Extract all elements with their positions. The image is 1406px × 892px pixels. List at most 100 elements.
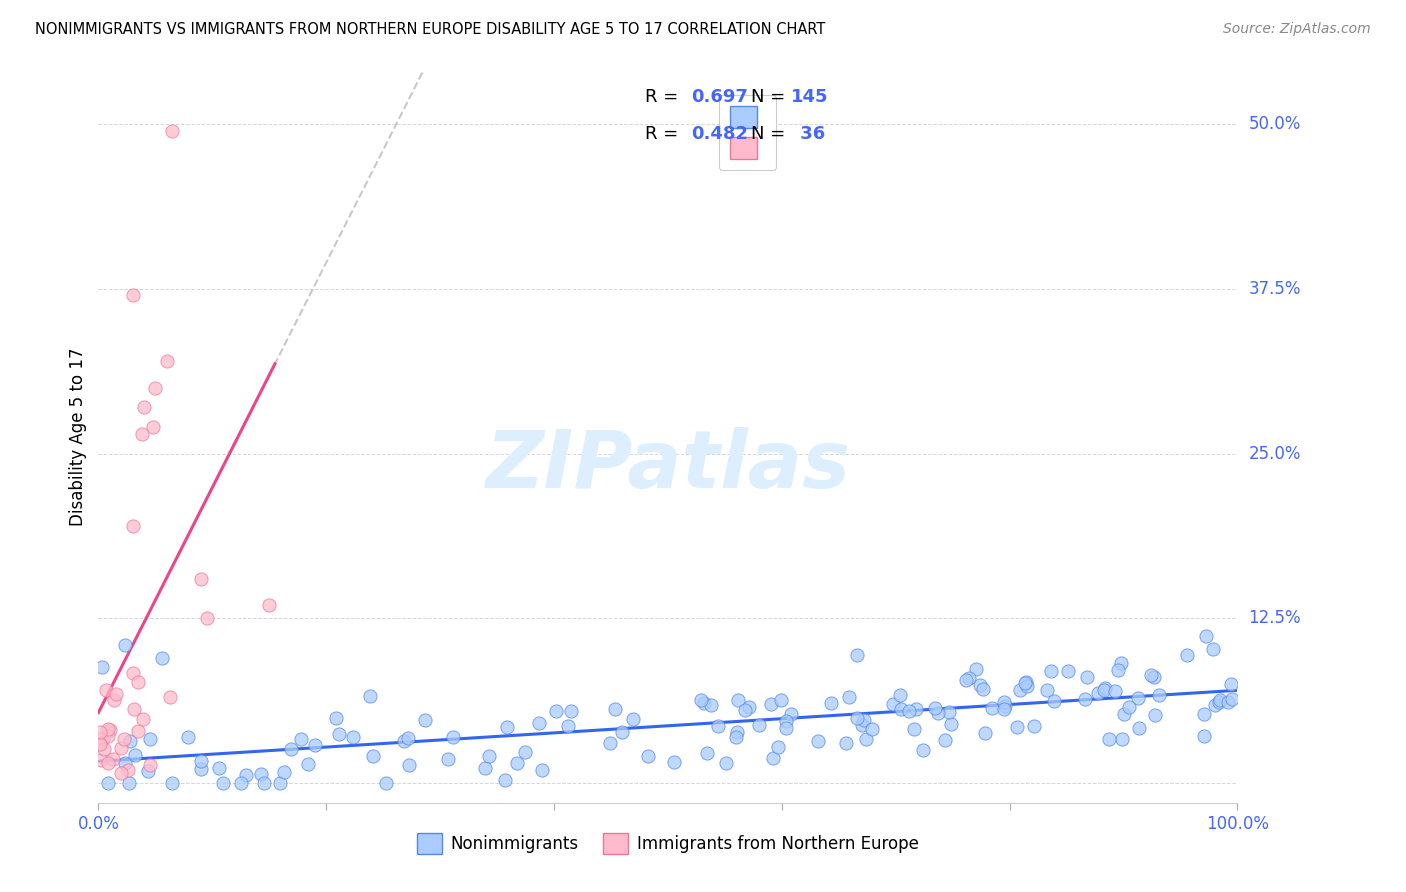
Point	[110, 765, 132, 780]
Point	[1140, 668, 1163, 682]
Text: R =: R =	[645, 125, 685, 143]
Point	[972, 682, 994, 697]
Point	[1111, 732, 1133, 747]
Point	[156, 354, 179, 368]
Point	[890, 702, 912, 716]
Point	[269, 776, 291, 790]
Point	[280, 742, 302, 756]
Point	[527, 716, 550, 731]
Point	[941, 717, 963, 731]
Text: ZIPatlas: ZIPatlas	[485, 427, 851, 506]
Point	[993, 695, 1015, 709]
Text: 50.0%: 50.0%	[1249, 115, 1301, 133]
Point	[478, 748, 501, 763]
Point	[1114, 707, 1136, 722]
Point	[957, 671, 980, 685]
Point	[938, 705, 960, 719]
Point	[190, 572, 212, 586]
Point	[1017, 679, 1039, 693]
Point	[993, 702, 1015, 716]
Point	[98, 723, 121, 737]
Point	[993, 699, 1015, 714]
Point	[599, 736, 621, 750]
Point	[903, 723, 925, 737]
Point	[328, 726, 350, 740]
Point	[413, 713, 436, 727]
Point	[969, 678, 991, 692]
Point	[924, 701, 946, 715]
Point	[780, 707, 803, 722]
Point	[297, 757, 319, 772]
Point	[398, 757, 420, 772]
Point	[605, 701, 627, 715]
Point	[474, 761, 496, 775]
Point	[724, 730, 747, 744]
Point	[212, 775, 235, 789]
Point	[693, 696, 716, 710]
Point	[118, 734, 141, 748]
Point	[738, 699, 761, 714]
Point	[136, 764, 159, 778]
Point	[1194, 707, 1216, 722]
Point	[851, 717, 873, 731]
Point	[1144, 708, 1167, 723]
Point	[1175, 648, 1198, 663]
Text: 36: 36	[794, 125, 825, 143]
Point	[806, 733, 828, 747]
Point	[132, 401, 155, 415]
Point	[845, 711, 868, 725]
Text: R =: R =	[645, 88, 685, 106]
Point	[1056, 664, 1078, 678]
Point	[1094, 681, 1116, 695]
Point	[114, 638, 136, 652]
Point	[392, 733, 415, 747]
Point	[707, 719, 730, 733]
Point	[1043, 693, 1066, 707]
Point	[195, 611, 218, 625]
Point	[159, 690, 181, 705]
Point	[375, 776, 398, 790]
Point	[121, 288, 143, 302]
Point	[89, 737, 111, 751]
Point	[104, 687, 127, 701]
Point	[762, 751, 785, 765]
Point	[1007, 719, 1029, 733]
Point	[253, 776, 276, 790]
Point	[1204, 698, 1226, 712]
Text: 12.5%: 12.5%	[1249, 609, 1301, 627]
Point	[734, 703, 756, 717]
Point	[145, 381, 167, 395]
Point	[396, 731, 419, 746]
Point	[775, 721, 797, 735]
Point	[142, 420, 165, 434]
Point	[121, 519, 143, 533]
Point	[1202, 641, 1225, 656]
Point	[1092, 683, 1115, 698]
Text: NONIMMIGRANTS VS IMMIGRANTS FROM NORTHERN EUROPE DISABILITY AGE 5 TO 17 CORRELAT: NONIMMIGRANTS VS IMMIGRANTS FROM NORTHER…	[35, 22, 825, 37]
Point	[162, 123, 184, 137]
Point	[1208, 693, 1230, 707]
Text: 25.0%: 25.0%	[1249, 444, 1301, 463]
Point	[696, 747, 718, 761]
Point	[955, 673, 977, 687]
Point	[290, 732, 312, 747]
Point	[980, 701, 1002, 715]
Point	[91, 731, 114, 745]
Text: 0.697: 0.697	[690, 88, 748, 106]
Point	[506, 756, 529, 770]
Point	[621, 712, 644, 726]
Point	[250, 767, 273, 781]
Point	[560, 704, 582, 718]
Point	[1192, 729, 1215, 743]
Point	[117, 763, 139, 777]
Point	[1039, 664, 1062, 678]
Point	[91, 660, 114, 674]
Text: N =: N =	[751, 125, 792, 143]
Point	[97, 756, 120, 770]
Point	[437, 752, 460, 766]
Point	[912, 743, 935, 757]
Point	[714, 756, 737, 770]
Point	[90, 753, 112, 767]
Point	[208, 760, 231, 774]
Point	[177, 730, 200, 744]
